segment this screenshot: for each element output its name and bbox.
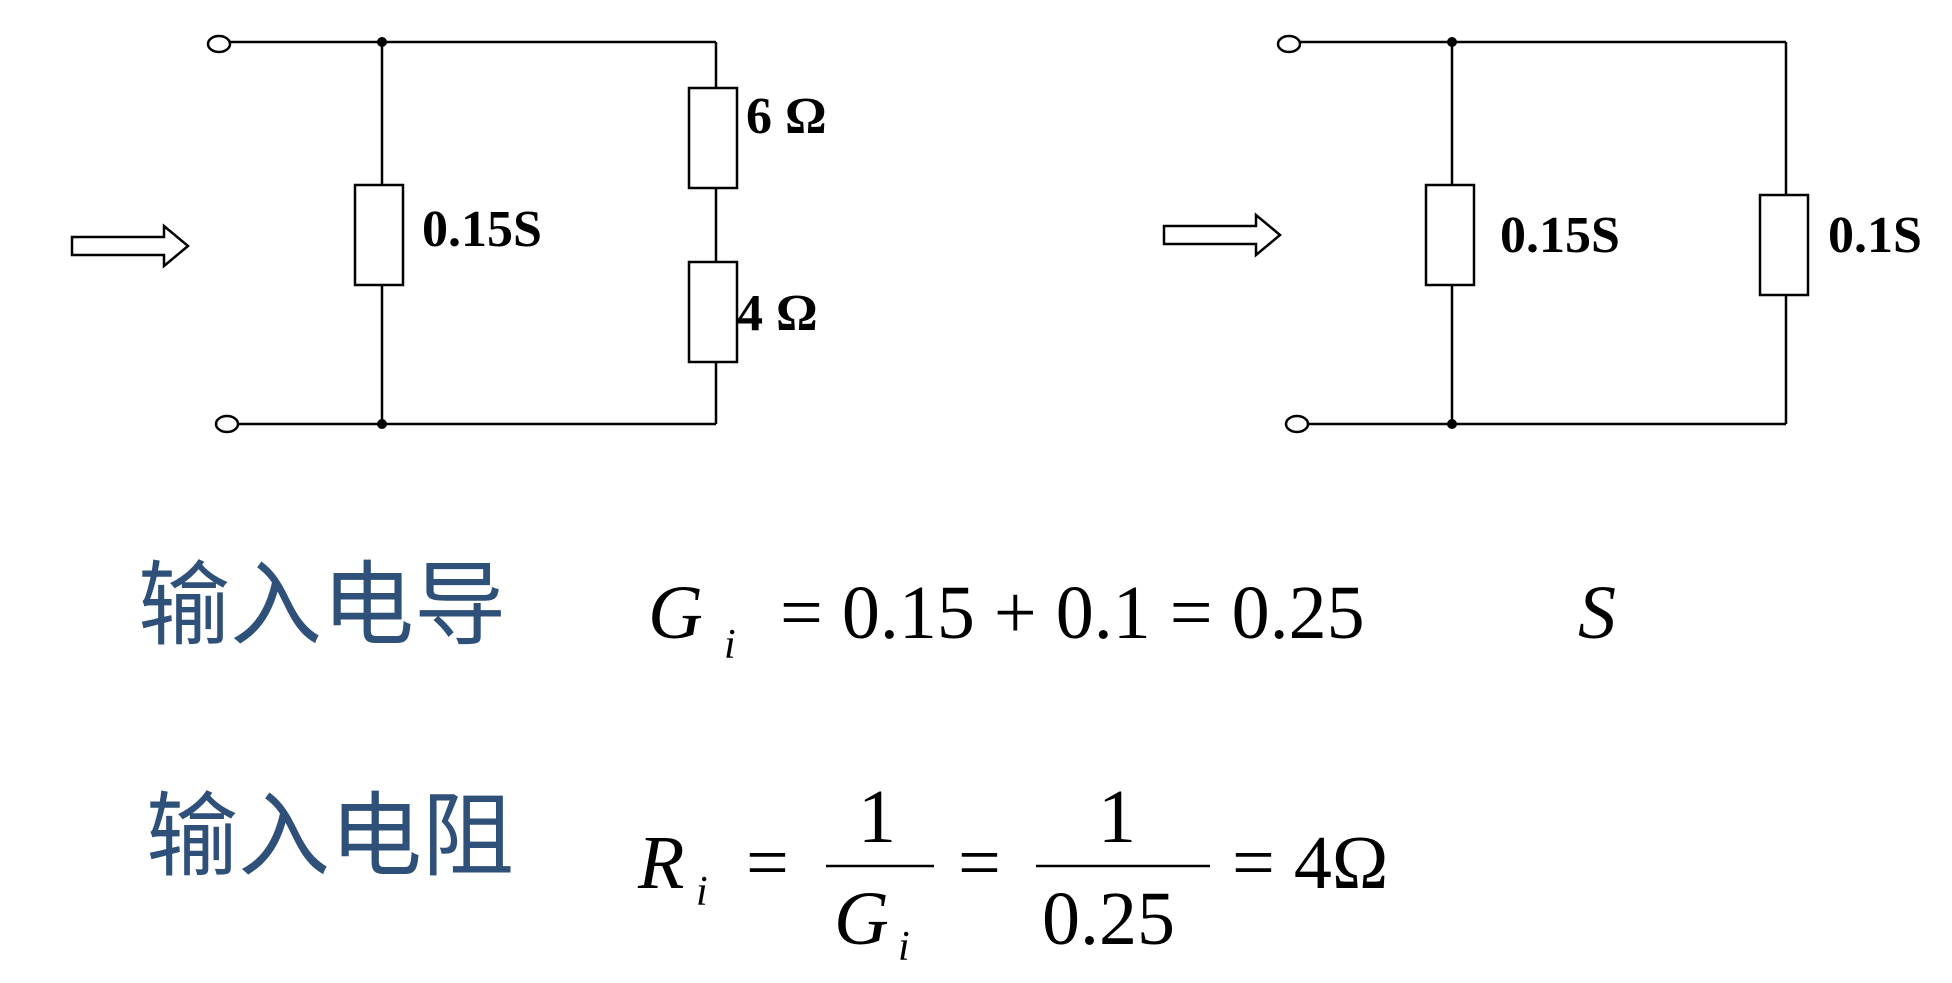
conductance-expression: = 0.15 + 0.1 = 0.25 bbox=[780, 571, 1365, 655]
node-bottom bbox=[1447, 419, 1457, 429]
subscript-i: i bbox=[724, 622, 736, 668]
node-top bbox=[1447, 37, 1457, 47]
fraction2-denominator: 0.25 bbox=[1042, 877, 1175, 961]
node-top bbox=[377, 37, 387, 47]
label-0.15S: 0.15S bbox=[1500, 207, 1620, 264]
fraction1-numerator: 1 bbox=[858, 775, 896, 859]
resistor-0.15S bbox=[353, 183, 405, 287]
terminal-top-left bbox=[206, 34, 232, 54]
resistor-4ohm bbox=[687, 260, 739, 364]
conductance-title: 输入电导 bbox=[138, 552, 506, 659]
fraction2-numerator: 1 bbox=[1098, 775, 1136, 859]
resistor-0.15S bbox=[1424, 183, 1476, 287]
equals-1: = bbox=[746, 821, 789, 905]
subscript-i: i bbox=[696, 869, 708, 915]
node-bottom bbox=[377, 419, 387, 429]
resistor-0.1S bbox=[1758, 193, 1810, 297]
label-0.1S: 0.1S bbox=[1828, 207, 1922, 264]
circuit-left: 0.15S 6 Ω 4 Ω bbox=[70, 34, 827, 434]
equals-2: = bbox=[958, 821, 1001, 905]
symbol-G: G bbox=[648, 571, 703, 655]
resistance-title: 输入电阻 bbox=[146, 783, 514, 890]
arrow-right-icon bbox=[1162, 212, 1282, 258]
equation-conductance: 输入电导 G i = 0.15 + 0.1 = 0.25 S bbox=[138, 552, 1616, 668]
arrow-left-icon bbox=[70, 223, 190, 269]
label-6ohm: 6 Ω bbox=[746, 88, 827, 145]
unit-S: S bbox=[1578, 571, 1616, 655]
label-4ohm: 4 Ω bbox=[737, 285, 818, 342]
terminal-top-right bbox=[1276, 34, 1302, 54]
label-0.15S: 0.15S bbox=[422, 201, 542, 258]
circuit-right: 0.15S 0.1S bbox=[1162, 34, 1922, 434]
symbol-R: R bbox=[637, 821, 684, 905]
resistor-6ohm bbox=[687, 86, 739, 190]
fraction1-den-sub: i bbox=[898, 924, 910, 970]
terminal-bottom-left bbox=[214, 414, 240, 434]
equation-resistance: 输入电阻 R i = 1 G i = 1 0.25 = 4Ω bbox=[146, 775, 1388, 970]
resistance-result: = 4Ω bbox=[1232, 821, 1388, 905]
terminal-bottom-right bbox=[1284, 414, 1310, 434]
fraction1-den-G: G bbox=[834, 877, 889, 961]
